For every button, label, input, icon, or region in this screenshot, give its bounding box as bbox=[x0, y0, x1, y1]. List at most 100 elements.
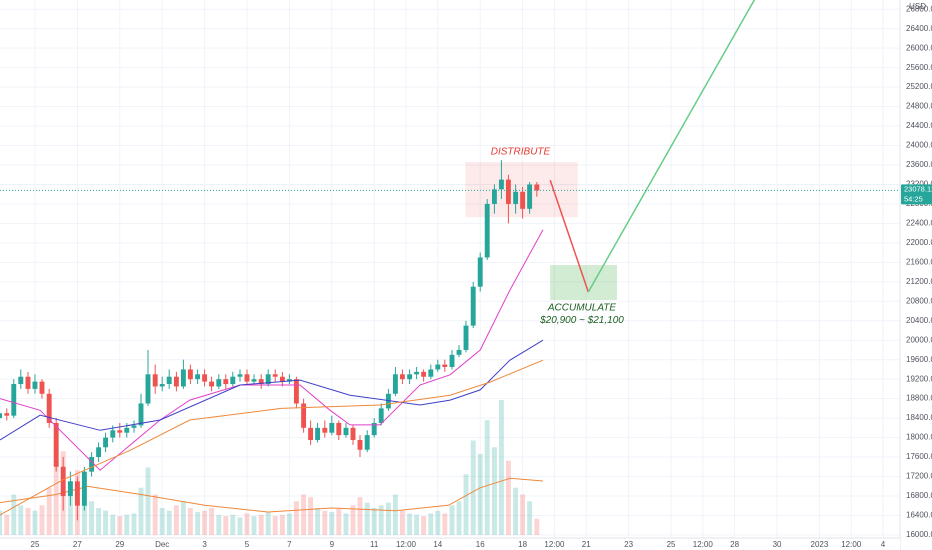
y-tick-label: 16800.00 bbox=[906, 491, 932, 500]
volume-bar bbox=[46, 487, 52, 535]
candle-body bbox=[39, 381, 45, 394]
volume-bar bbox=[293, 501, 299, 535]
candle-body bbox=[159, 384, 165, 387]
volume-bar bbox=[336, 508, 342, 535]
countdown: 54:25 bbox=[904, 194, 923, 203]
y-tick-label: 18400.00 bbox=[906, 413, 932, 422]
volume-bar bbox=[286, 513, 292, 535]
volume-bar bbox=[103, 510, 109, 535]
candle-body bbox=[223, 379, 229, 385]
candle-body bbox=[343, 427, 349, 436]
x-tick-label: 12:00 bbox=[544, 540, 565, 549]
candle-body bbox=[315, 427, 321, 440]
volume-bar bbox=[89, 501, 95, 535]
volume-bar bbox=[435, 510, 441, 535]
y-tick-label: 25200.00 bbox=[906, 82, 932, 91]
y-tick-label: 17200.00 bbox=[906, 472, 932, 481]
volume-bar bbox=[350, 505, 356, 535]
candle-body bbox=[301, 403, 307, 428]
candle-body bbox=[32, 381, 38, 389]
y-tick-label: 26000.00 bbox=[906, 43, 932, 52]
y-tick-label: 16000.00 bbox=[906, 530, 932, 539]
candle-body bbox=[131, 425, 137, 428]
candle-body bbox=[371, 422, 377, 436]
y-tick-label: 26400.00 bbox=[906, 24, 932, 33]
candle-body bbox=[477, 257, 483, 287]
x-tick-label: 23 bbox=[624, 540, 633, 549]
candle-body bbox=[357, 440, 363, 450]
volume-bar bbox=[357, 497, 363, 535]
candle-body bbox=[293, 379, 299, 404]
candle-body bbox=[138, 403, 144, 426]
y-tick-label: 20800.00 bbox=[906, 296, 932, 305]
volume-bar bbox=[117, 516, 123, 535]
y-tick-label: 22000.00 bbox=[906, 238, 932, 247]
volume-bar bbox=[11, 494, 17, 535]
y-tick-label: 21200.00 bbox=[906, 277, 932, 286]
candle-body bbox=[0, 413, 3, 419]
volume-bar bbox=[272, 516, 278, 535]
candle-body bbox=[470, 286, 476, 326]
grid bbox=[0, 0, 900, 538]
candle-body bbox=[399, 374, 405, 380]
volume-bar bbox=[442, 513, 448, 535]
moving-average bbox=[0, 229, 544, 471]
x-tick-label: 18 bbox=[518, 540, 527, 549]
volume-bar bbox=[498, 400, 504, 535]
candle-body bbox=[534, 184, 540, 191]
candle-body bbox=[209, 381, 215, 387]
candle-body bbox=[364, 435, 370, 450]
buy-path bbox=[587, 0, 756, 293]
candle-body bbox=[25, 376, 31, 389]
volume-bar bbox=[187, 508, 193, 535]
y-tick-label: 18800.00 bbox=[906, 394, 932, 403]
candle-body bbox=[4, 413, 10, 416]
volume-bar bbox=[4, 514, 10, 535]
candle-body bbox=[145, 374, 151, 404]
x-tick-label: 29 bbox=[115, 540, 124, 549]
volume-bar bbox=[463, 474, 469, 535]
volume-bar bbox=[39, 505, 45, 535]
candle-body bbox=[308, 427, 314, 440]
annotation: DISTRIBUTE bbox=[491, 147, 551, 158]
y-tick-label: 20000.00 bbox=[906, 335, 932, 344]
candle-body bbox=[456, 349, 462, 355]
volume-bar bbox=[505, 460, 511, 535]
y-tick-label: 19600.00 bbox=[906, 355, 932, 364]
candle-body bbox=[421, 371, 427, 377]
volume-bar bbox=[124, 514, 130, 535]
candle-body bbox=[202, 374, 208, 382]
x-tick-label: 5 bbox=[245, 540, 250, 549]
y-tick-label: 24800.00 bbox=[906, 102, 932, 111]
x-tick-label: 14 bbox=[433, 540, 442, 549]
candle-body bbox=[173, 376, 179, 387]
candle-body bbox=[180, 369, 186, 387]
accumulate-box bbox=[550, 265, 617, 301]
volume-bar bbox=[322, 510, 328, 535]
x-tick-label: 7 bbox=[287, 540, 292, 549]
volume-bar bbox=[470, 440, 476, 535]
volume-bar bbox=[399, 510, 405, 535]
candle-body bbox=[46, 393, 52, 423]
candle-body bbox=[18, 376, 24, 385]
candle-body bbox=[498, 179, 504, 190]
volume-bar bbox=[216, 514, 222, 535]
candle-body bbox=[251, 379, 257, 382]
y-tick-label: 24000.00 bbox=[906, 141, 932, 150]
volume-bar bbox=[385, 502, 391, 535]
currency-label: USD bbox=[909, 2, 926, 11]
candle-body bbox=[414, 371, 420, 375]
candle-body bbox=[463, 325, 469, 350]
volume-bar bbox=[308, 497, 314, 535]
x-tick-label: 4 bbox=[881, 540, 886, 549]
volume-bar bbox=[131, 513, 137, 535]
candle-body bbox=[505, 179, 511, 204]
candle-body bbox=[11, 384, 17, 416]
volume-bar bbox=[110, 514, 116, 535]
distribute-box bbox=[465, 162, 578, 218]
x-tick-label: 16 bbox=[476, 540, 485, 549]
candle-body bbox=[407, 374, 413, 380]
y-tick-label: 24400.00 bbox=[906, 121, 932, 130]
candle-body bbox=[60, 466, 66, 496]
volume-bar bbox=[449, 505, 455, 535]
